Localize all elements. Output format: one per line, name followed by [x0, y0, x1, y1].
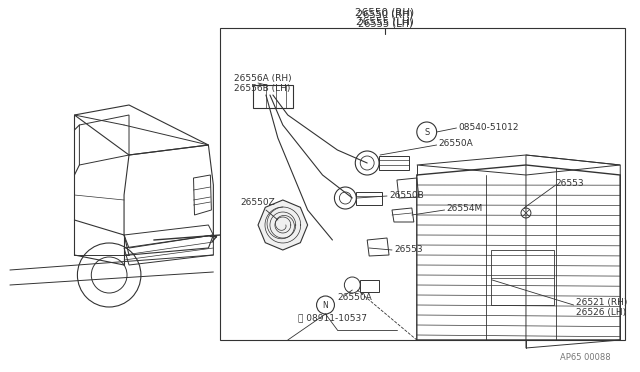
Text: 26550 (RH): 26550 (RH)	[357, 9, 413, 19]
Text: AP65 00088: AP65 00088	[560, 353, 611, 362]
Text: 26550B: 26550B	[389, 190, 424, 199]
Text: 26550A: 26550A	[337, 294, 372, 302]
Text: ⓝ 08911-10537: ⓝ 08911-10537	[298, 314, 367, 323]
Text: 26550Z: 26550Z	[240, 198, 275, 206]
Text: 26555 (LH): 26555 (LH)	[356, 16, 414, 26]
Text: 26554M: 26554M	[447, 203, 483, 212]
Text: 26555 (LH): 26555 (LH)	[358, 18, 412, 28]
Text: 26526 (LH): 26526 (LH)	[575, 308, 626, 317]
Text: 26553: 26553	[556, 179, 584, 187]
Polygon shape	[258, 200, 308, 250]
Text: 26550 (RH): 26550 (RH)	[355, 7, 415, 17]
Text: 26556A (RH): 26556A (RH)	[234, 74, 292, 83]
Bar	[220, 28, 625, 340]
Text: N: N	[323, 301, 328, 310]
Text: 26553: 26553	[394, 246, 422, 254]
Text: 26556B (LH): 26556B (LH)	[234, 83, 291, 93]
Text: 08540-51012: 08540-51012	[458, 122, 519, 131]
Text: S: S	[424, 128, 429, 137]
Text: 26550A: 26550A	[438, 138, 474, 148]
Text: 26521 (RH): 26521 (RH)	[575, 298, 627, 308]
